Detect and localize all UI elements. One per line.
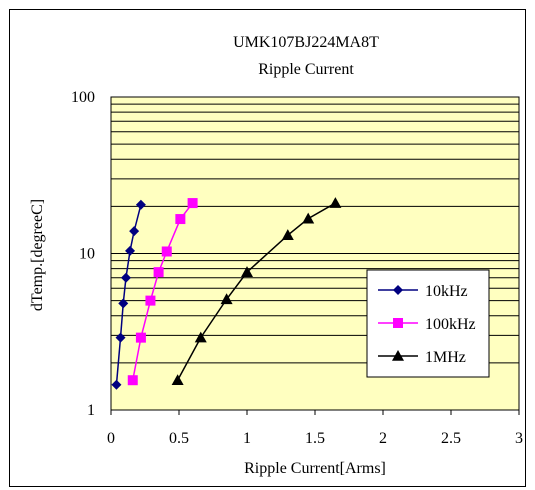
data-point-10khz	[135, 199, 146, 210]
legend-label-1mhz: 1MHz	[425, 349, 466, 366]
chart-title: UMK107BJ224MA8T	[233, 34, 379, 51]
y-tick-label: 10	[79, 246, 95, 263]
x-tick-label: 0.5	[169, 430, 189, 447]
legend-marker-100khz	[393, 318, 403, 328]
data-point-10khz	[120, 272, 131, 283]
series-1mhz	[171, 197, 342, 386]
y-tick-label: 1	[87, 402, 95, 419]
data-point-100khz	[187, 198, 198, 209]
x-tick-label: 1	[243, 430, 251, 447]
data-point-100khz	[145, 295, 156, 306]
series-10khz	[111, 199, 146, 390]
data-point-1mhz	[241, 266, 253, 277]
data-point-10khz	[111, 379, 122, 390]
data-point-1mhz	[329, 197, 342, 208]
legend-marker-1mhz	[392, 350, 404, 361]
legend-label-10khz: 10kHz	[425, 283, 468, 300]
data-point-1mhz	[194, 331, 207, 343]
data-point-1mhz	[220, 293, 233, 305]
x-tick-label: 2	[379, 430, 387, 447]
data-point-100khz	[153, 267, 164, 278]
data-point-100khz	[135, 332, 146, 343]
legend-label-100khz: 100kHz	[425, 316, 476, 333]
chart-subtitle: Ripple Current	[258, 61, 354, 78]
y-tick-label: 100	[71, 89, 95, 106]
series-100khz	[127, 198, 198, 386]
y-axis-label: dTemp.[degreeC]	[29, 199, 46, 311]
legend-marker-10khz	[393, 285, 403, 295]
x-tick-labels: 0 0.5 1 1.5 2 2.5 3	[107, 430, 523, 447]
legend: 10kHz 100kHz 1MHz	[366, 269, 490, 378]
x-tick-label: 0	[107, 430, 115, 447]
x-tick-label: 3	[515, 430, 523, 447]
series-layer	[111, 197, 342, 390]
data-point-1mhz	[171, 374, 184, 386]
data-point-10khz	[129, 226, 140, 237]
data-point-10khz	[125, 245, 136, 256]
data-point-1mhz	[281, 229, 294, 240]
x-axis-label: Ripple Current[Arms]	[244, 460, 386, 477]
data-point-10khz	[115, 332, 126, 343]
data-point-100khz	[161, 246, 172, 257]
y-tick-labels: 1 10 100	[71, 89, 95, 419]
data-point-100khz	[175, 214, 186, 225]
x-tick-label: 1.5	[305, 430, 325, 447]
data-point-10khz	[118, 298, 129, 309]
data-point-1mhz	[302, 212, 315, 224]
data-point-100khz	[127, 375, 138, 386]
x-tick-label: 2.5	[441, 430, 461, 447]
